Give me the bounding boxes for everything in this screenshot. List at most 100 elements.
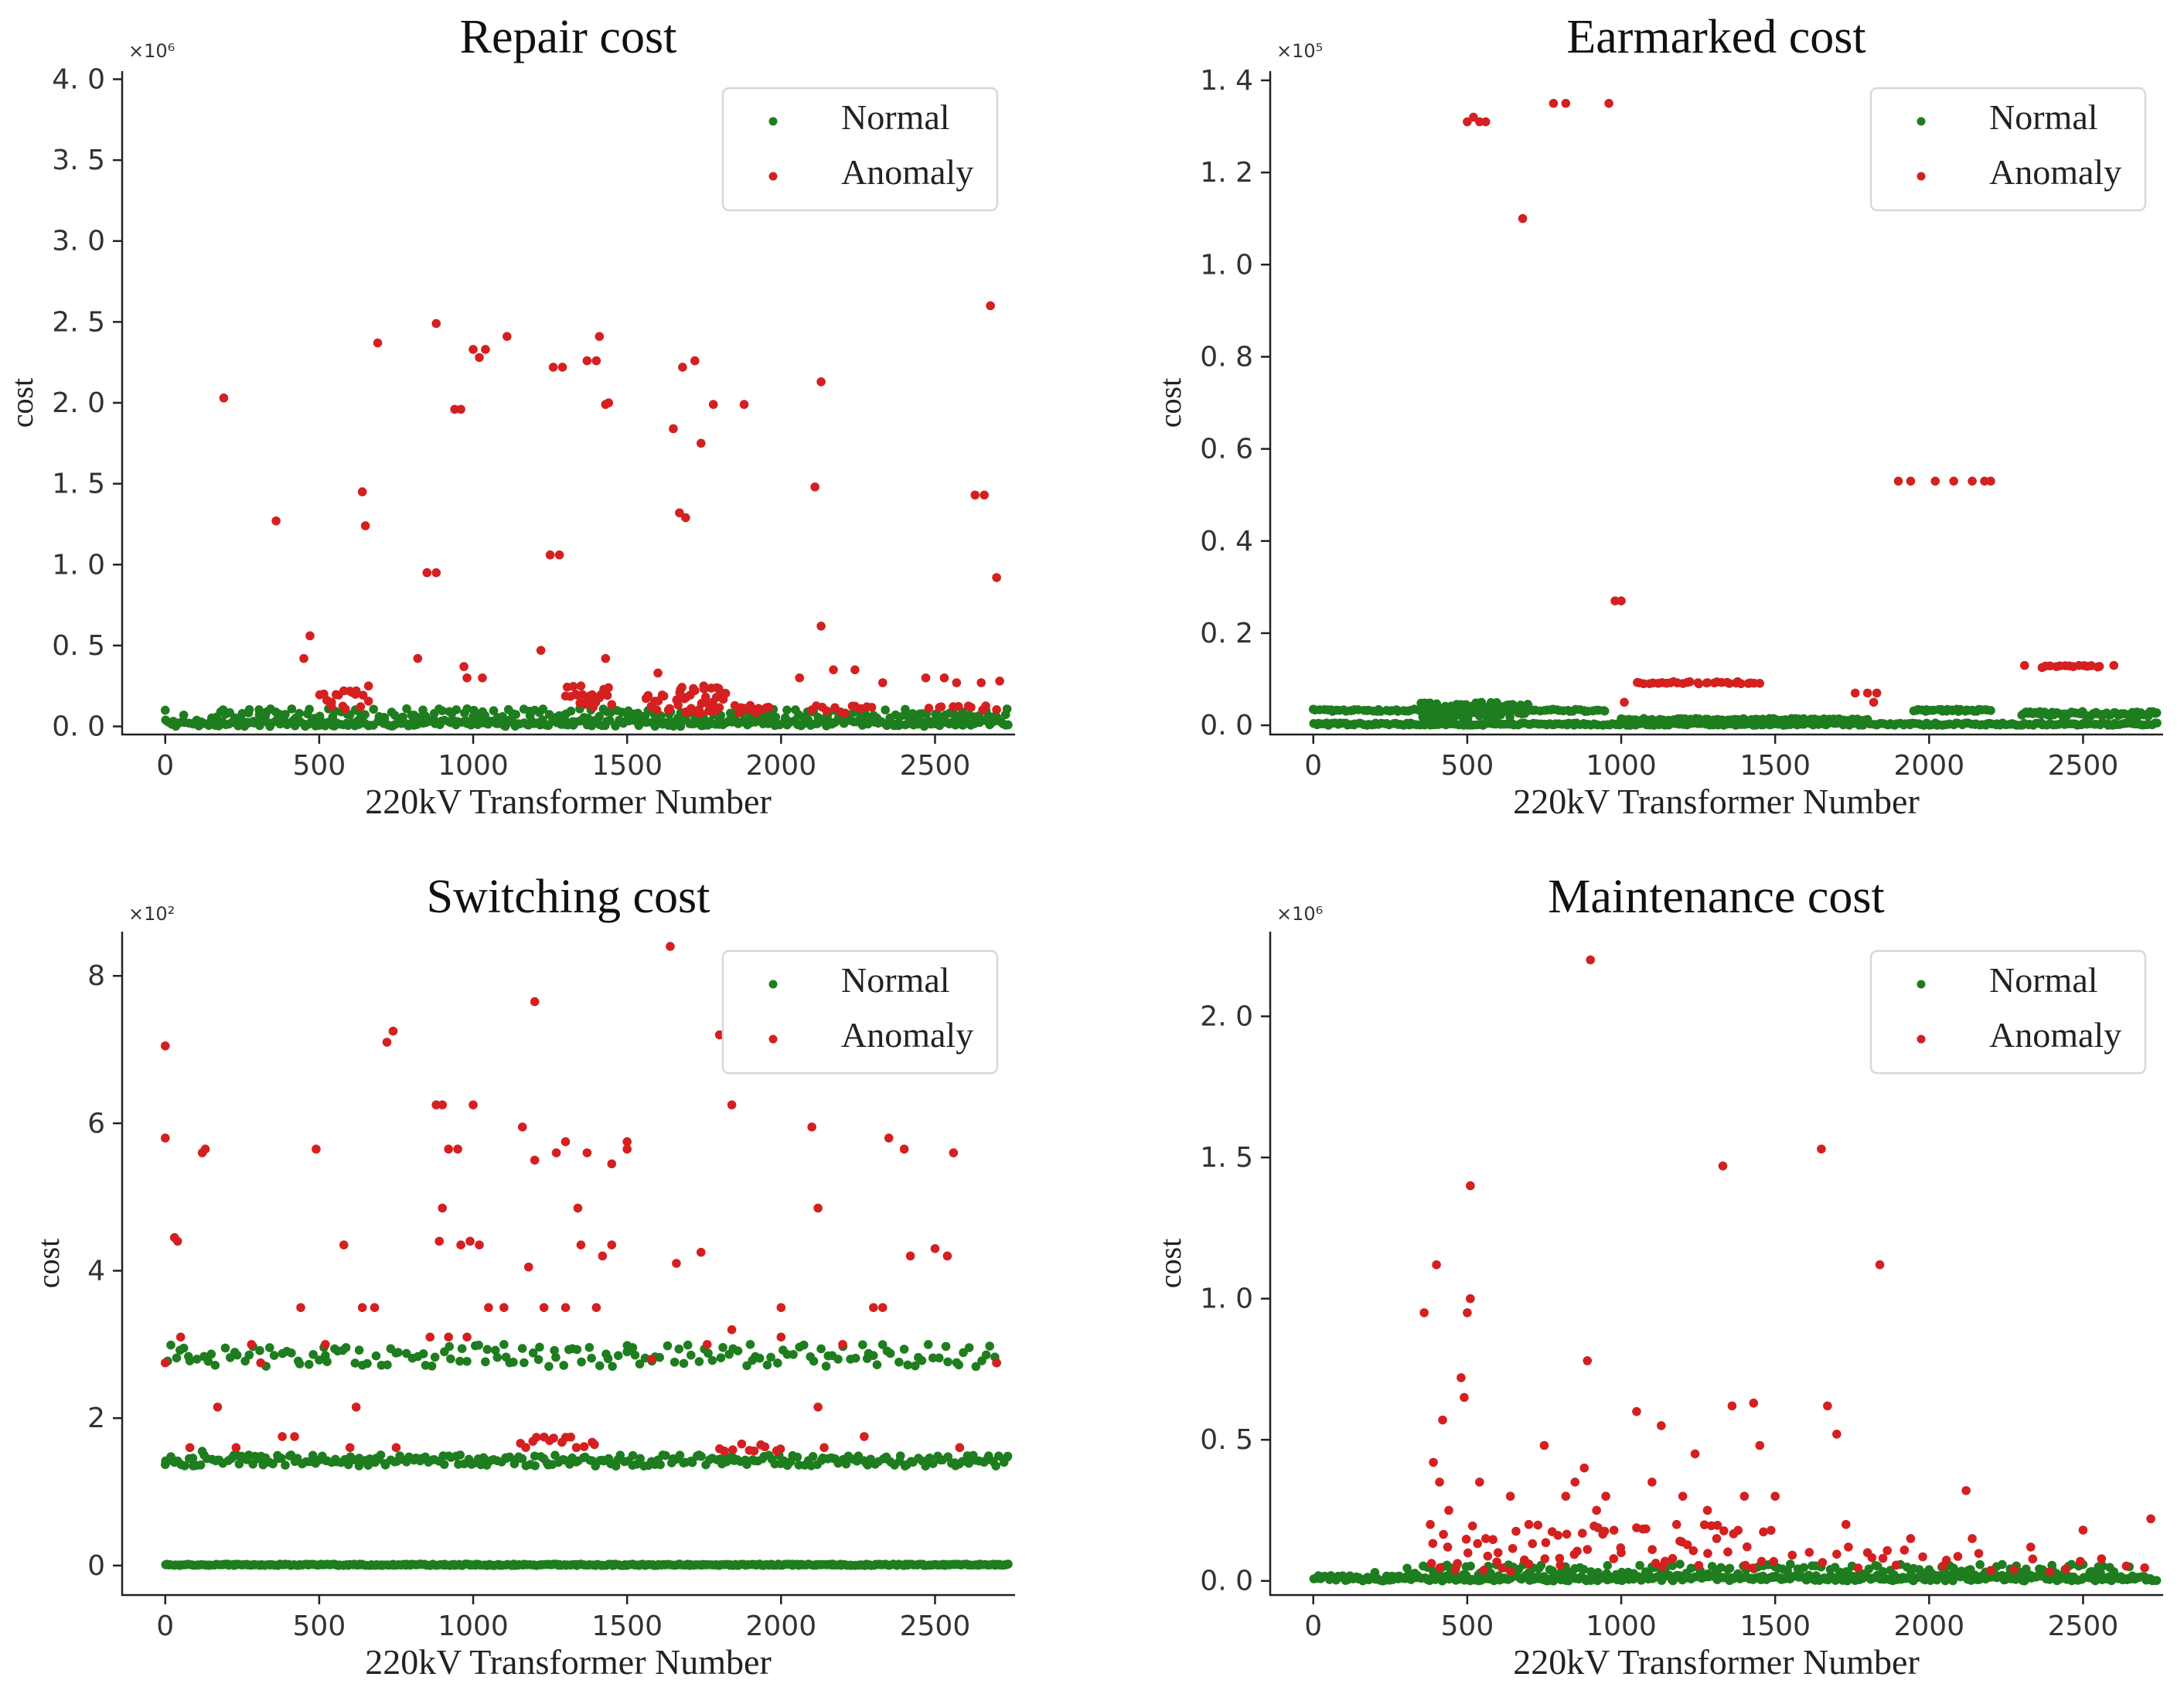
normal-point [1003,1451,1013,1461]
anomaly-point [517,1122,527,1132]
normal-point [398,712,407,722]
anomaly-point [807,1122,816,1132]
anomaly-point [1832,1549,1842,1559]
anomaly-point [868,1303,878,1312]
x-tick-label: 1500 [591,1610,663,1642]
anomaly-point [1719,1526,1729,1536]
legend-marker-anomaly [1917,1034,1926,1044]
anomaly-point [1508,1543,1518,1553]
anomaly-point [598,1251,608,1261]
anomaly-point [357,1303,367,1312]
anomaly-point [554,550,564,560]
anomaly-point [1900,1546,1910,1555]
normal-point [390,711,400,720]
normal-point [789,1350,798,1359]
anomaly-point [1986,476,1995,486]
normal-point [1970,1570,1980,1580]
anomaly-point [1949,476,1958,486]
normal-point [1579,1565,1589,1574]
panel-maintenance-cost: Maintenance cost ×10⁶ cost 220kV Transfo… [1153,871,2163,1682]
anomaly-point [456,404,465,414]
anomaly-point [551,1148,561,1157]
anomaly-point [775,1444,785,1454]
normal-point [160,1460,170,1470]
anomaly-point [1703,678,1712,687]
anomaly-point [739,400,749,409]
normal-point [232,1350,242,1360]
anomaly-point [1832,1430,1842,1439]
x-tick-label: 1000 [438,750,509,782]
x-tick-label: 0 [156,1610,174,1642]
anomaly-point [1759,1527,1768,1537]
marker-layer [160,301,1013,731]
normal-point [745,1340,755,1349]
anomaly-point [1718,1161,1728,1171]
x-tick-label: 500 [293,750,346,782]
y-tick-label: 0. 8 [1200,341,1253,373]
normal-point [595,1361,605,1371]
anomaly-point [578,690,588,700]
legend-label-normal: Normal [841,97,950,137]
x-tick-label: 1500 [1739,1610,1811,1642]
anomaly-point [438,1100,448,1109]
normal-point [683,1340,693,1350]
x-tick-label: 2000 [745,750,816,782]
anomaly-point [2109,660,2119,670]
normal-point [490,1345,500,1355]
axis-spines [1269,71,2163,736]
anomaly-point [1853,1563,1863,1573]
normal-point [315,714,324,723]
y-tick-label: 6 [87,1108,105,1140]
normal-point [1410,1568,1419,1578]
anomaly-point [1457,1373,1466,1382]
normal-point [862,712,872,721]
normal-point [603,1354,613,1364]
anomaly-point [1766,1525,1776,1536]
anomaly-point [899,1144,909,1154]
tick-layer: 0 500 1000 1500 2000 2500 0. 0 0. 5 1. 0 1. 5 2. 0… [52,63,970,782]
normal-point [656,1460,665,1470]
normal-point [908,709,918,718]
normal-point [742,1361,751,1371]
anomaly-point [299,653,308,663]
anomaly-point [810,482,819,492]
normal-point [530,1461,540,1471]
normal-point [910,1361,920,1371]
x-tick-label: 0 [1304,1610,1322,1642]
normal-point [255,1346,264,1355]
anomaly-point [431,1100,441,1109]
anomaly-point [992,1358,1001,1368]
anomaly-point [760,1442,770,1452]
anomaly-point [696,708,706,718]
anomaly-point [327,697,336,707]
anomaly-point [678,363,687,372]
normal-point [633,708,642,718]
anomaly-point [1601,1491,1610,1501]
anomaly-point [247,1340,257,1349]
tick-layer: 0 500 1000 1500 2000 2500 0. 0 0. 2 0. 4 0. 6 0. 8… [1200,65,2118,782]
normal-point [858,1340,867,1350]
y-tick-label: 1. 5 [52,469,105,500]
normal-point [917,1355,927,1365]
anomaly-point [1435,1478,1444,1487]
y-tick-label: 0. 0 [1200,710,1253,741]
anomaly-point [1570,1478,1580,1487]
anomaly-point [1690,1449,1700,1459]
normal-point [1733,1569,1743,1579]
anomaly-point [1651,1559,1661,1568]
anomaly-point [673,700,683,710]
normal-point [295,1359,305,1368]
x-tick-label: 500 [1441,750,1494,782]
normal-point [782,705,792,715]
legend-label-anomaly: Anomaly [841,152,973,192]
normal-point [622,1347,632,1357]
anomaly-point [351,686,361,696]
y-tick-label: 1. 0 [1200,1283,1253,1315]
normal-point [899,711,909,720]
chart-title: Earmarked cost [1566,11,1865,63]
anomaly-point [776,1332,786,1342]
anomaly-point [1493,1548,1503,1558]
x-tick-label: 1000 [1586,1610,1657,1642]
normal-point [169,1457,179,1467]
